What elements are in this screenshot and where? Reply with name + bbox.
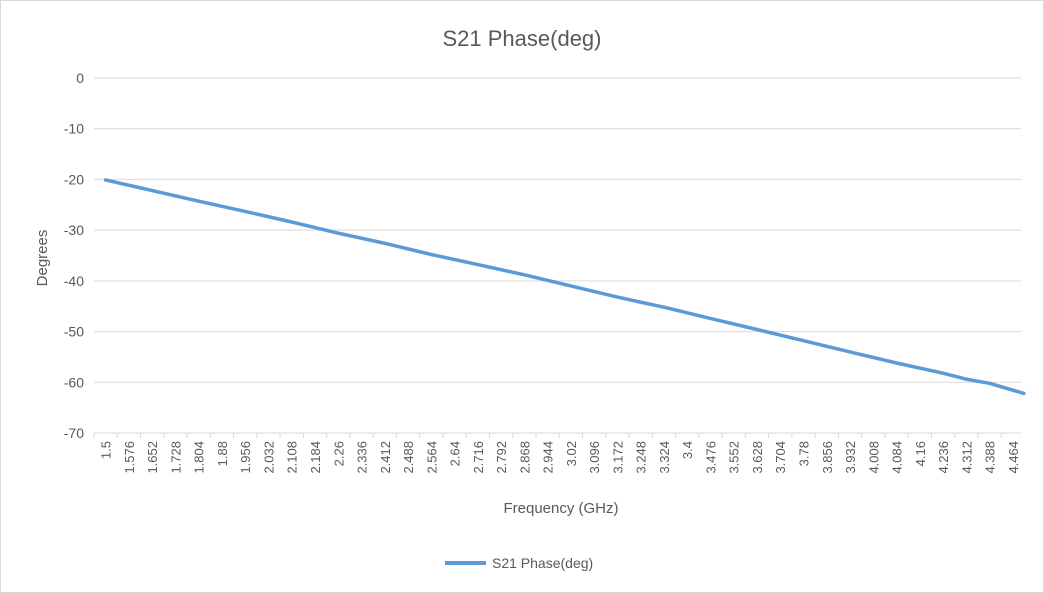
- x-tick-label: 3.172: [610, 441, 625, 474]
- x-tick-label: 2.488: [401, 441, 416, 474]
- x-axis-label: Frequency (GHz): [503, 500, 618, 517]
- x-tick-label: 1.576: [122, 441, 137, 474]
- x-tick-label: 2.944: [541, 441, 556, 474]
- x-tick-label: 4.008: [866, 441, 881, 474]
- x-tick-label: 2.716: [471, 441, 486, 474]
- x-tick-label: 3.324: [657, 441, 672, 474]
- x-tick-label: 3.02: [564, 441, 579, 466]
- x-tick-label: 4.084: [890, 441, 905, 474]
- y-axis-label: Degrees: [34, 230, 51, 287]
- series-layer: [103, 178, 1026, 396]
- x-tick-label: 3.552: [727, 441, 742, 474]
- x-tick-label: 3.856: [820, 441, 835, 474]
- x-tick-label: 2.412: [378, 441, 393, 474]
- x-tick-label: 2.868: [517, 441, 532, 474]
- chart-title: S21 Phase(deg): [443, 26, 602, 51]
- x-tick-label: 3.704: [773, 441, 788, 474]
- x-tick-label: 2.032: [261, 441, 276, 474]
- x-tick-label: 1.804: [192, 441, 207, 474]
- x-tick-label: 3.476: [703, 441, 718, 474]
- legend: S21 Phase(deg): [445, 555, 593, 571]
- y-tick-label: -10: [64, 121, 84, 137]
- x-tick-label: 1.728: [168, 441, 183, 474]
- x-tick-label: 1.652: [145, 441, 160, 474]
- x-tick-label: 1.5: [99, 441, 114, 459]
- legend-label-s21: S21 Phase(deg): [492, 555, 593, 571]
- y-tick-label: 0: [76, 70, 84, 86]
- gridlines: [94, 77, 1021, 434]
- y-tick-labels: 0 -10 -20 -30 -40 -50 -60 -70: [64, 70, 84, 441]
- x-tick-label: 3.248: [634, 441, 649, 474]
- x-tick-label: 3.78: [796, 441, 811, 466]
- y-tick-label: -50: [64, 324, 84, 340]
- y-tick-label: -70: [64, 425, 84, 441]
- y-tick-label: -20: [64, 171, 84, 187]
- x-tick-label: 3.096: [587, 441, 602, 474]
- x-tick-label: 2.336: [355, 441, 370, 474]
- y-tick-label: -40: [64, 273, 84, 289]
- x-tick-label: 4.236: [936, 441, 951, 474]
- x-tick-label: 1.88: [215, 441, 230, 466]
- x-tick-label: 4.312: [959, 441, 974, 474]
- x-tick-label: 3.4: [680, 441, 695, 459]
- x-tick-label: 4.388: [983, 441, 998, 474]
- x-tick-label: 2.108: [285, 441, 300, 474]
- x-tick-label: 2.26: [331, 441, 346, 466]
- x-tick-labels: 1.5 1.576 1.652 1.728 1.804 1.88 1.956 2.032 2.1…: [93, 433, 1021, 474]
- x-tick-label: 2.64: [448, 441, 463, 466]
- x-tick-label: 4.16: [913, 441, 928, 466]
- y-tick-label: -60: [64, 374, 84, 390]
- x-tick-label: 2.792: [494, 441, 509, 474]
- x-tick-label: 4.464: [1006, 441, 1021, 474]
- series-line-0: [103, 178, 1026, 396]
- x-tick-label: 1.956: [238, 441, 253, 474]
- x-tick-label: 3.932: [843, 441, 858, 474]
- x-tick-label: 2.184: [308, 441, 323, 474]
- x-tick-label: 3.628: [750, 441, 765, 474]
- x-tick-label: 2.564: [424, 441, 439, 474]
- y-tick-label: -30: [64, 222, 84, 238]
